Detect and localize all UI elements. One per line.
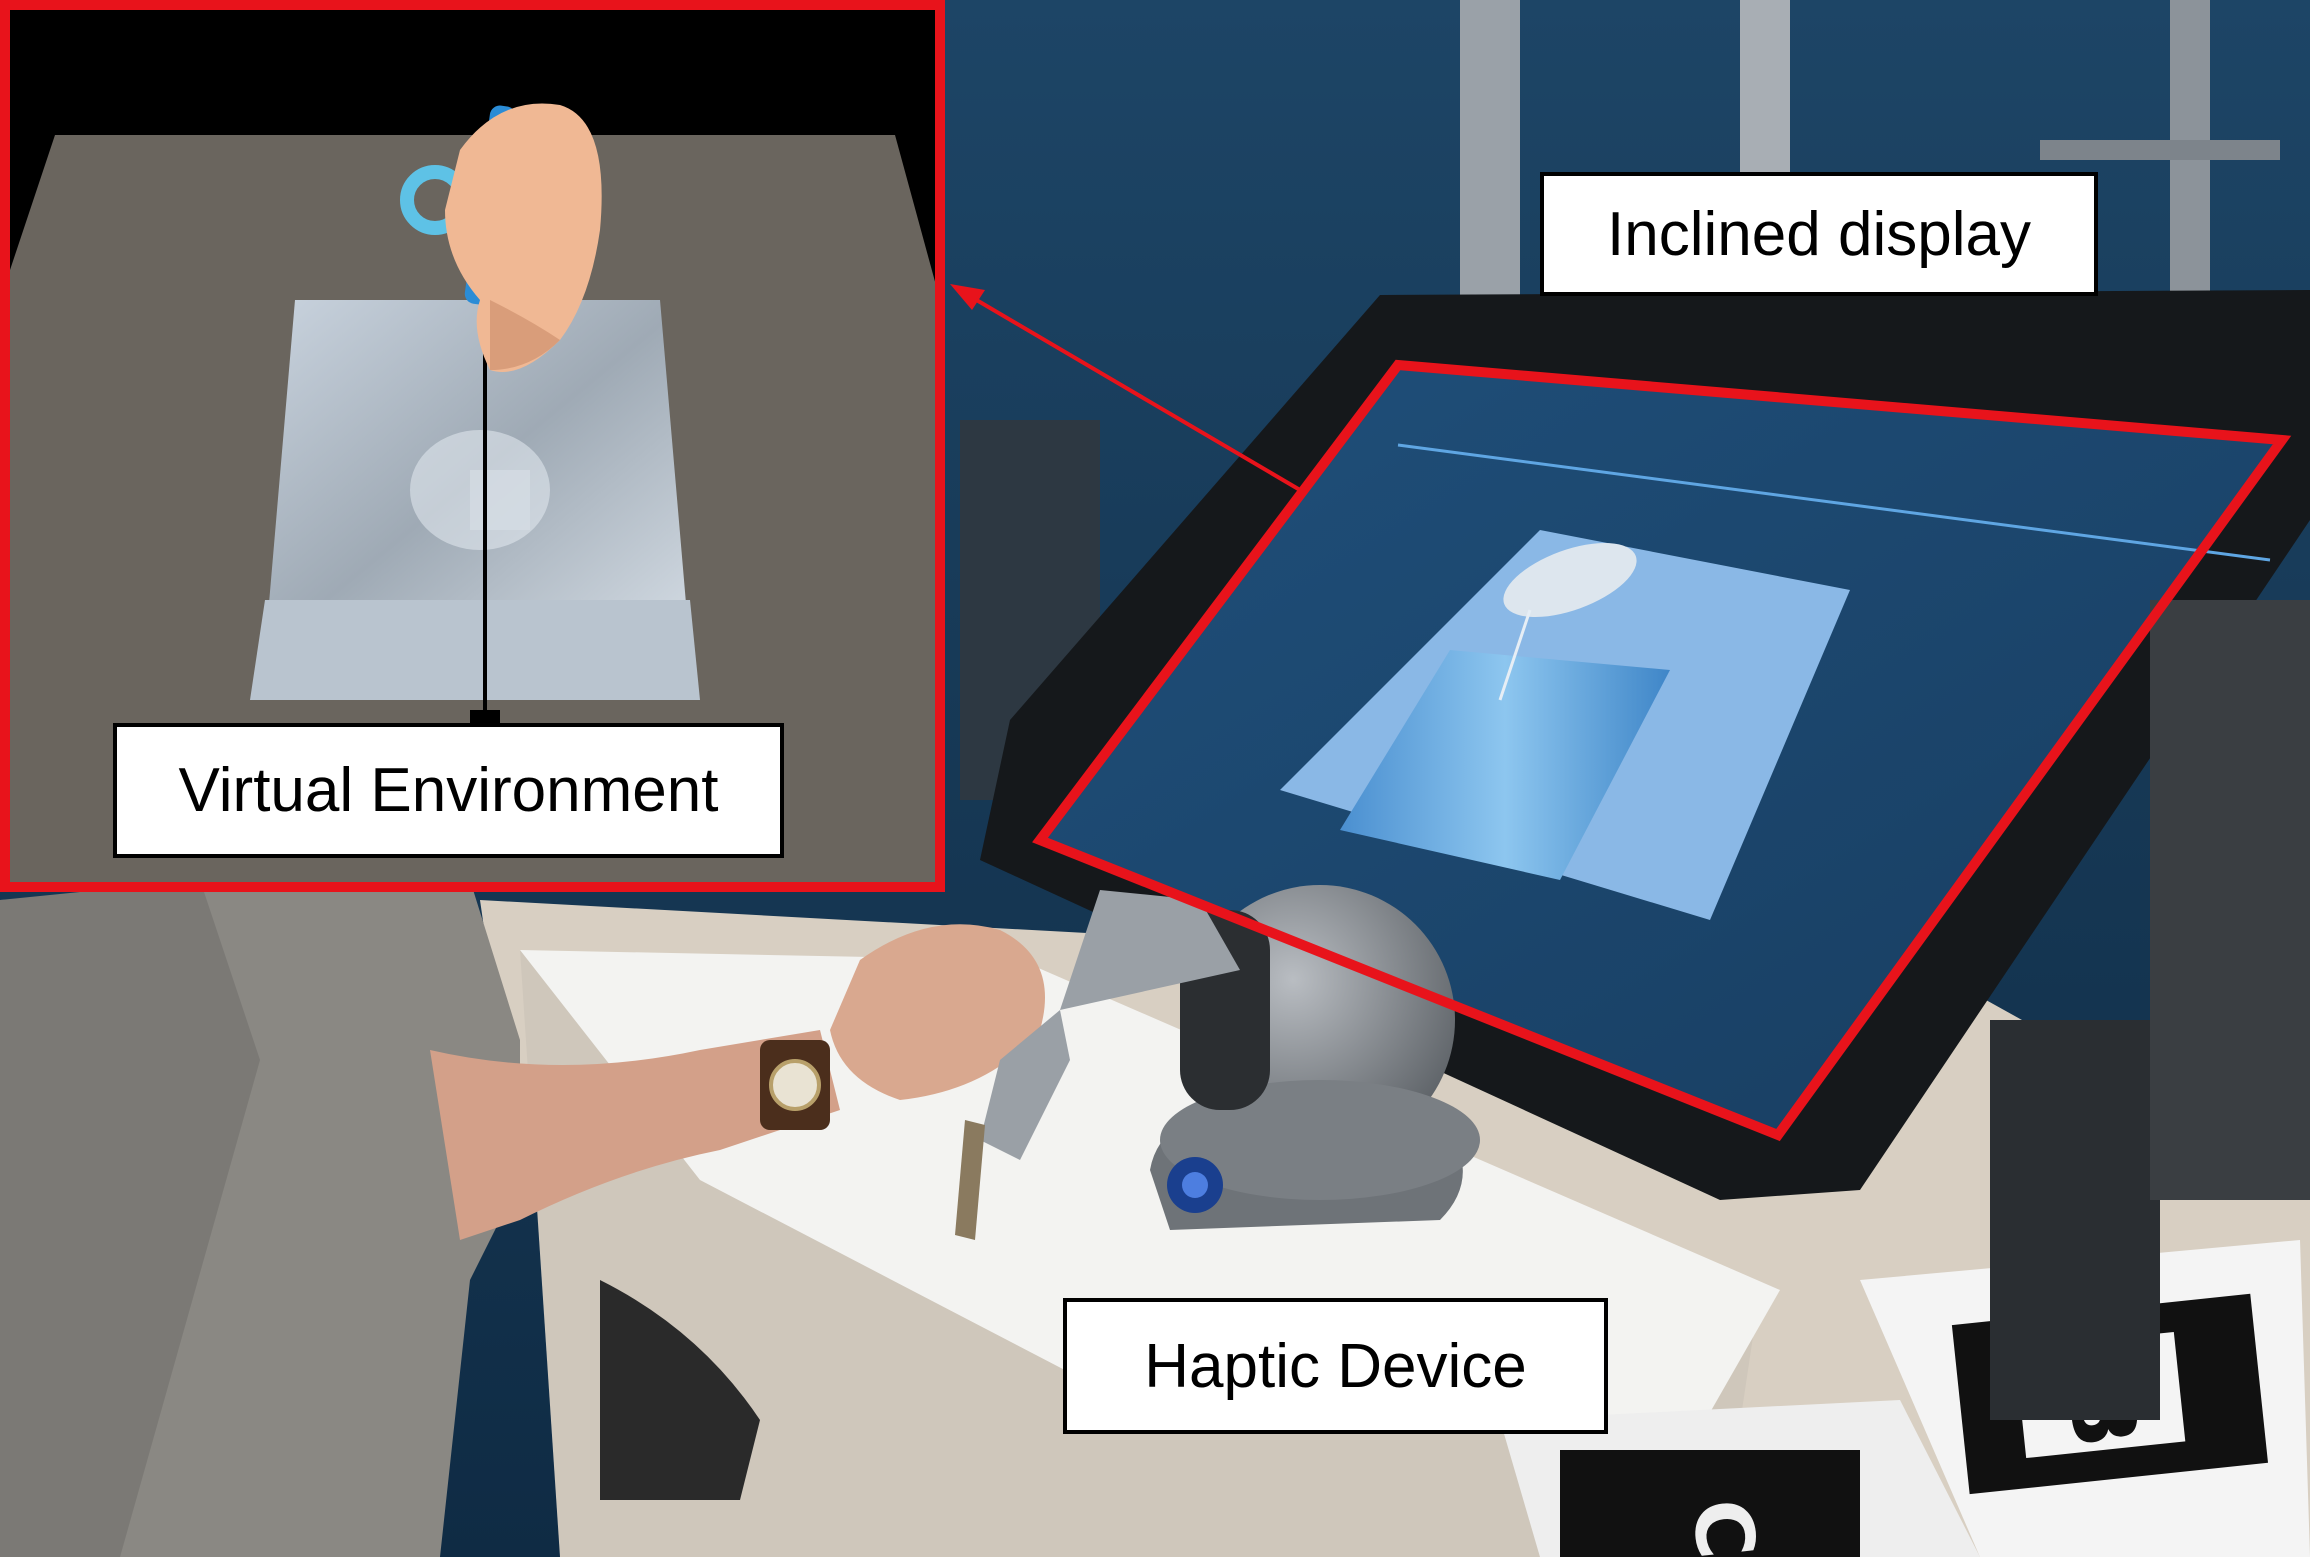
person-arm [430,1030,840,1240]
label-virtual-environment: Virtual Environment [113,723,784,858]
callout-arrow-line [966,293,1302,492]
display-stand [1990,1020,2160,1420]
callout-arrowhead [950,284,985,310]
person-hand [830,924,1045,1100]
screen-virtual-hand [1503,543,1637,617]
screen-highlight-outline [1032,359,2292,1142]
svg-text:C: C [1674,1495,1773,1557]
label-haptic-device: Haptic Device [1063,1298,1608,1434]
screen-virtual-fabric [1340,650,1670,880]
haptic-device [955,885,1480,1240]
label-inclined-display: Inclined display [1540,172,2098,296]
virtual-hand [445,103,602,372]
inset-red-border [0,0,945,892]
